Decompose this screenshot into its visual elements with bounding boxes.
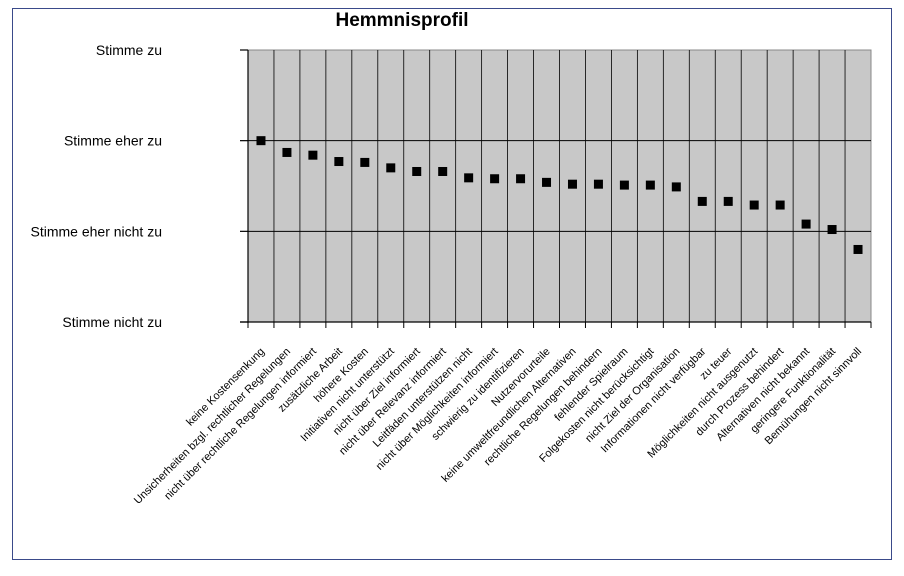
data-point (567, 179, 577, 189)
data-point (308, 150, 318, 160)
x-tick-label: Unsicherheiten bzgl. rechtlicher Regelun… (132, 346, 293, 507)
data-point (593, 179, 603, 189)
data-point (749, 200, 759, 210)
chart-title: Hemmnisprofil (335, 10, 469, 31)
y-tick-label: Stimme zu (96, 42, 162, 58)
data-point (360, 157, 370, 167)
data-point (490, 174, 500, 184)
data-point (853, 244, 863, 254)
data-point (386, 163, 396, 173)
data-point (438, 166, 448, 176)
data-point (775, 200, 785, 210)
y-tick-label: Stimme eher zu (64, 133, 162, 149)
data-point (256, 136, 266, 146)
data-point (412, 166, 422, 176)
data-point (671, 182, 681, 192)
data-point (334, 157, 344, 167)
data-point (542, 177, 552, 187)
data-point (645, 180, 655, 190)
data-point (464, 173, 474, 183)
data-point (697, 196, 707, 206)
data-point (827, 225, 837, 235)
data-point (801, 219, 811, 229)
data-point (516, 174, 526, 184)
data-point (282, 147, 292, 157)
data-point (723, 196, 733, 206)
data-point (619, 180, 629, 190)
y-tick-label: Stimme eher nicht zu (31, 223, 163, 239)
y-tick-label: Stimme nicht zu (62, 314, 162, 330)
